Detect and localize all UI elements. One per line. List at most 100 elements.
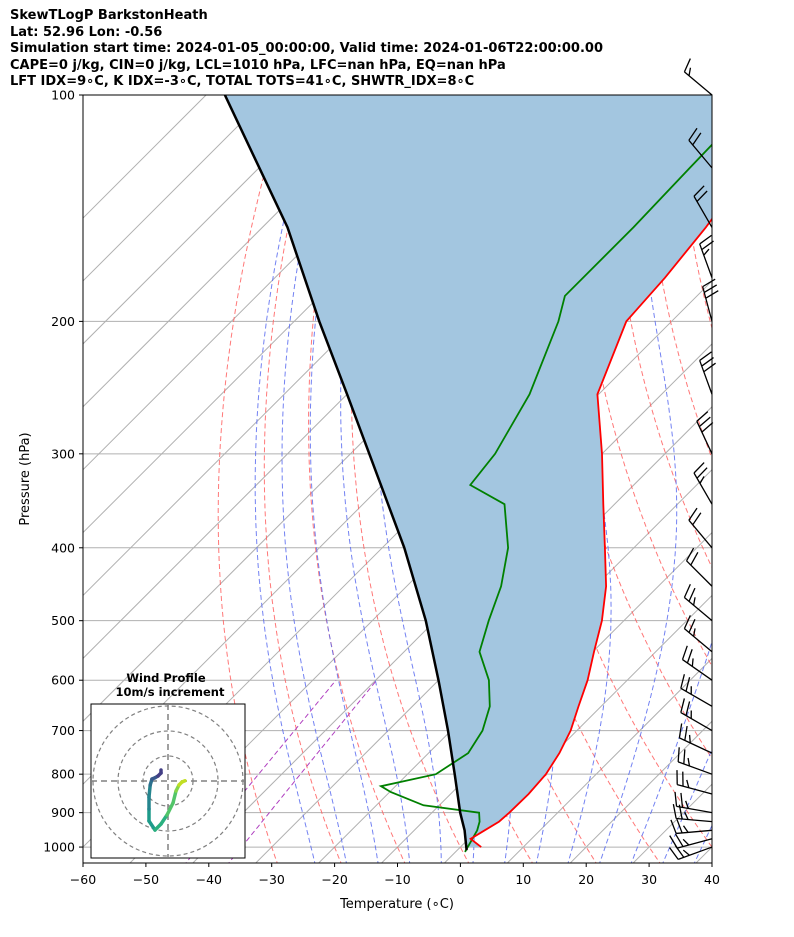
barb-feather bbox=[692, 597, 696, 606]
x-tick-label: 20 bbox=[578, 872, 594, 887]
barb-feather bbox=[688, 618, 696, 633]
wind-barb bbox=[683, 583, 713, 622]
wind-barb bbox=[688, 507, 713, 549]
temperature-line bbox=[469, 217, 712, 848]
barb-shaft bbox=[684, 71, 713, 96]
barb-feather bbox=[701, 357, 714, 367]
moist-adiabat bbox=[281, 95, 347, 863]
moist-adiabat bbox=[309, 95, 379, 863]
hodograph-segment bbox=[171, 789, 178, 805]
stability-indices-line: LFT IDX=9∘C, K IDX=-3∘C, TOTAL TOTS=41∘C… bbox=[10, 74, 475, 89]
barb-feather bbox=[684, 725, 688, 741]
barb-feather bbox=[688, 127, 698, 141]
sounding-traces bbox=[223, 95, 712, 853]
y-tick-label: 1000 bbox=[43, 840, 75, 855]
isotherm-line bbox=[255, 406, 712, 863]
hodograph-segment bbox=[159, 813, 169, 826]
barb-feather bbox=[699, 476, 705, 484]
wind-barb bbox=[683, 615, 713, 653]
x-tick-label: 30 bbox=[641, 872, 657, 887]
barb-feather bbox=[686, 779, 690, 788]
barb-shaft bbox=[676, 805, 713, 814]
barb-feather bbox=[678, 723, 683, 738]
barb-feather bbox=[696, 467, 708, 479]
barb-feather bbox=[683, 583, 691, 598]
moist-adiabat bbox=[599, 95, 678, 863]
barb-feather bbox=[672, 804, 677, 819]
x-tick-label: −30 bbox=[259, 872, 285, 887]
barb-feather bbox=[692, 132, 702, 146]
chart-title: SkewTLogP BarkstonHeath bbox=[10, 8, 208, 23]
barb-feather bbox=[688, 587, 696, 602]
x-tick-label: −40 bbox=[196, 872, 222, 887]
hodograph-segment bbox=[147, 783, 152, 799]
barb-feather bbox=[692, 628, 696, 637]
barb-feather bbox=[685, 701, 691, 716]
wind-barb bbox=[674, 791, 713, 814]
barb-feather bbox=[676, 819, 683, 834]
barb-feather bbox=[685, 800, 689, 809]
chart-header: SkewTLogP BarkstonHeath Lat: 52.96 Lon: … bbox=[10, 8, 603, 91]
barb-feather bbox=[682, 849, 690, 856]
barb-feather bbox=[696, 411, 709, 422]
isotherm-line bbox=[506, 657, 712, 863]
x-tick-label: −10 bbox=[384, 872, 410, 887]
parcel-indices-line: CAPE=0 j/kg, CIN=0 j/kg, LCL=1010 hPa, L… bbox=[10, 57, 506, 73]
barb-feather bbox=[705, 290, 719, 299]
barb-feather bbox=[685, 547, 695, 562]
wind-barb bbox=[699, 234, 714, 279]
dry-adiabat bbox=[741, 78, 794, 866]
dry-adiabat bbox=[308, 95, 406, 863]
axis-ticks: −60 −50 −40 −30 −20 −10 0 10 20 30 40 100 200 300 400 5… bbox=[43, 88, 720, 888]
hodograph-ring bbox=[117, 730, 219, 832]
barb-feather bbox=[702, 278, 716, 288]
barb-feather bbox=[690, 552, 699, 566]
x-tick-label: −50 bbox=[133, 872, 159, 887]
dewpoint-line bbox=[378, 143, 712, 853]
x-tick-label: −60 bbox=[70, 872, 96, 887]
barb-feather bbox=[698, 416, 711, 428]
barb-feather bbox=[692, 512, 702, 526]
barb-feather bbox=[669, 835, 678, 849]
barb-feather bbox=[701, 240, 714, 251]
y-tick-label: 700 bbox=[51, 723, 75, 738]
isotherm-line bbox=[83, 95, 207, 219]
barb-feather bbox=[693, 462, 705, 474]
isotherm-line bbox=[569, 720, 712, 863]
barb-feather bbox=[683, 615, 691, 629]
isotherm-line bbox=[83, 95, 333, 345]
barb-feather bbox=[682, 825, 689, 833]
barb-feather bbox=[670, 819, 677, 834]
dry-adiabat bbox=[709, 95, 712, 127]
y-tick-label: 800 bbox=[51, 767, 75, 782]
barb-feather bbox=[674, 833, 684, 847]
hodograph-segment bbox=[180, 779, 187, 784]
wind-barb bbox=[670, 819, 713, 835]
wind-barb bbox=[685, 547, 713, 587]
dry-adiabat bbox=[217, 95, 288, 863]
x-tick-label: 0 bbox=[456, 872, 464, 887]
hodograph-segment bbox=[165, 801, 175, 817]
hodograph-title: Wind Profile bbox=[126, 671, 206, 685]
barb-feather bbox=[680, 698, 685, 713]
barb-feather bbox=[682, 838, 690, 846]
barb-feather bbox=[699, 351, 712, 361]
barb-feather bbox=[683, 749, 686, 764]
barb-feather bbox=[687, 757, 691, 767]
time-line: Simulation start time: 2024-01-05_00:00:… bbox=[10, 41, 603, 56]
y-tick-label: 400 bbox=[51, 540, 75, 555]
barb-feather bbox=[688, 734, 691, 744]
y-tick-label: 300 bbox=[51, 446, 75, 461]
wind-barb bbox=[680, 674, 713, 707]
wind-barb bbox=[677, 747, 713, 775]
moist-adiabat bbox=[340, 95, 411, 863]
dry-adiabat bbox=[773, 78, 794, 866]
barb-feather bbox=[680, 792, 684, 808]
dry-adiabat bbox=[577, 95, 712, 668]
barb-feather bbox=[701, 422, 714, 433]
wind-barb bbox=[681, 645, 713, 681]
hodograph-subtitle: 10m/s increment bbox=[116, 685, 225, 699]
wind-barb bbox=[669, 845, 713, 860]
x-tick-label: 10 bbox=[515, 872, 531, 887]
